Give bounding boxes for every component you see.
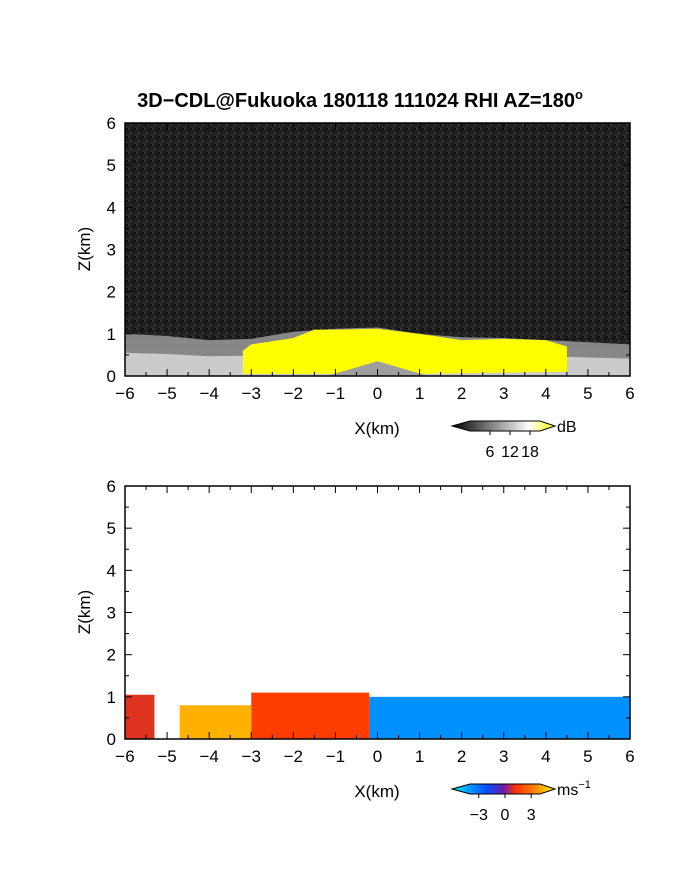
velocity-colorbar-bar — [450, 783, 557, 795]
y-tick-label: 6 — [107, 477, 116, 496]
reflectivity-colorbar-bar — [450, 420, 557, 432]
x-tick-label: 5 — [583, 747, 592, 766]
reflectivity-colorbar: dB 6 12 18 — [450, 419, 577, 461]
x-tick-label: 3 — [499, 384, 508, 403]
x-tick-label: 2 — [457, 747, 466, 766]
velocity-region — [125, 694, 155, 739]
top-y-axis-label: Z(km) — [75, 227, 94, 271]
y-tick-label: 0 — [107, 730, 116, 749]
colorbar-tick-label: −3 — [470, 807, 488, 824]
colorbar-tick-label: 12 — [501, 444, 519, 461]
x-tick-label: 2 — [457, 384, 466, 403]
x-tick-label: −5 — [157, 384, 176, 403]
y-tick-label: 6 — [107, 114, 116, 133]
y-tick-label: 3 — [107, 604, 116, 623]
x-tick-label: 0 — [373, 747, 382, 766]
top-axis-ticks: −6 −5 −4 −3 −2 −1 0 1 2 3 4 5 6 0 1 2 3 4 5 6 — [107, 114, 635, 403]
colorbar-tick-label: 0 — [501, 807, 510, 824]
velocity-region — [369, 696, 630, 739]
x-tick-label: −1 — [326, 384, 345, 403]
reflectivity-colorbar-unit: dB — [557, 419, 577, 436]
bottom-axis-ticks: −6 −5 −4 −3 −2 −1 0 1 2 3 4 5 6 0 1 2 3 4 5 6 — [107, 477, 635, 766]
x-tick-label: −2 — [284, 384, 303, 403]
x-tick-label: −4 — [199, 384, 218, 403]
velocity-region — [179, 705, 252, 739]
near-radar-echo — [327, 361, 428, 376]
y-tick-label: 4 — [107, 561, 116, 580]
y-tick-label: 5 — [107, 519, 116, 538]
x-tick-label: −6 — [115, 384, 134, 403]
y-tick-label: 0 — [107, 367, 116, 386]
bottom-x-axis-label: X(km) — [354, 782, 399, 801]
x-tick-label: −6 — [115, 747, 134, 766]
x-tick-label: 1 — [415, 747, 424, 766]
y-tick-label: 2 — [107, 646, 116, 665]
colorbar-tick-label: 3 — [527, 807, 536, 824]
colorbar-tick-label: 18 — [521, 444, 539, 461]
x-tick-label: 5 — [583, 384, 592, 403]
y-tick-label: 5 — [107, 156, 116, 175]
x-tick-label: 3 — [499, 747, 508, 766]
velocity-colorbar-unit: ms−1 — [557, 779, 591, 799]
x-tick-label: −1 — [326, 747, 345, 766]
y-tick-label: 4 — [107, 198, 116, 217]
x-tick-label: −4 — [199, 747, 218, 766]
strong-echo-region — [242, 328, 567, 374]
x-tick-label: 0 — [373, 384, 382, 403]
velocity-region — [251, 692, 370, 739]
bottom-y-axis-label: Z(km) — [75, 590, 94, 634]
x-tick-label: 6 — [625, 747, 634, 766]
x-tick-label: −5 — [157, 747, 176, 766]
x-tick-label: 4 — [541, 747, 550, 766]
colorbar-tick-label: 6 — [486, 444, 495, 461]
velocity-colorbar: ms−1 −3 0 3 — [450, 779, 591, 824]
x-tick-label: 1 — [415, 384, 424, 403]
y-tick-label: 1 — [107, 325, 116, 344]
velocity-panel: −6 −5 −4 −3 −2 −1 0 1 2 3 4 5 6 0 1 2 3 4 5 6 X(km) Z(km) m… — [75, 477, 635, 824]
velocity-data — [125, 692, 630, 739]
x-tick-label: −2 — [284, 747, 303, 766]
velocity-colorbar-ticks: −3 0 3 — [470, 794, 536, 824]
y-tick-label: 3 — [107, 241, 116, 260]
y-tick-label: 2 — [107, 283, 116, 302]
top-x-axis-label: X(km) — [354, 419, 399, 438]
x-tick-label: 4 — [541, 384, 550, 403]
reflectivity-colorbar-ticks: 6 12 18 — [486, 431, 539, 461]
x-tick-label: −3 — [242, 747, 261, 766]
chart-title: 3D−CDL@Fukuoka 180118 111024 RHI AZ=180o — [137, 87, 583, 112]
x-tick-label: −3 — [242, 384, 261, 403]
x-tick-label: 6 — [625, 384, 634, 403]
y-tick-label: 1 — [107, 688, 116, 707]
